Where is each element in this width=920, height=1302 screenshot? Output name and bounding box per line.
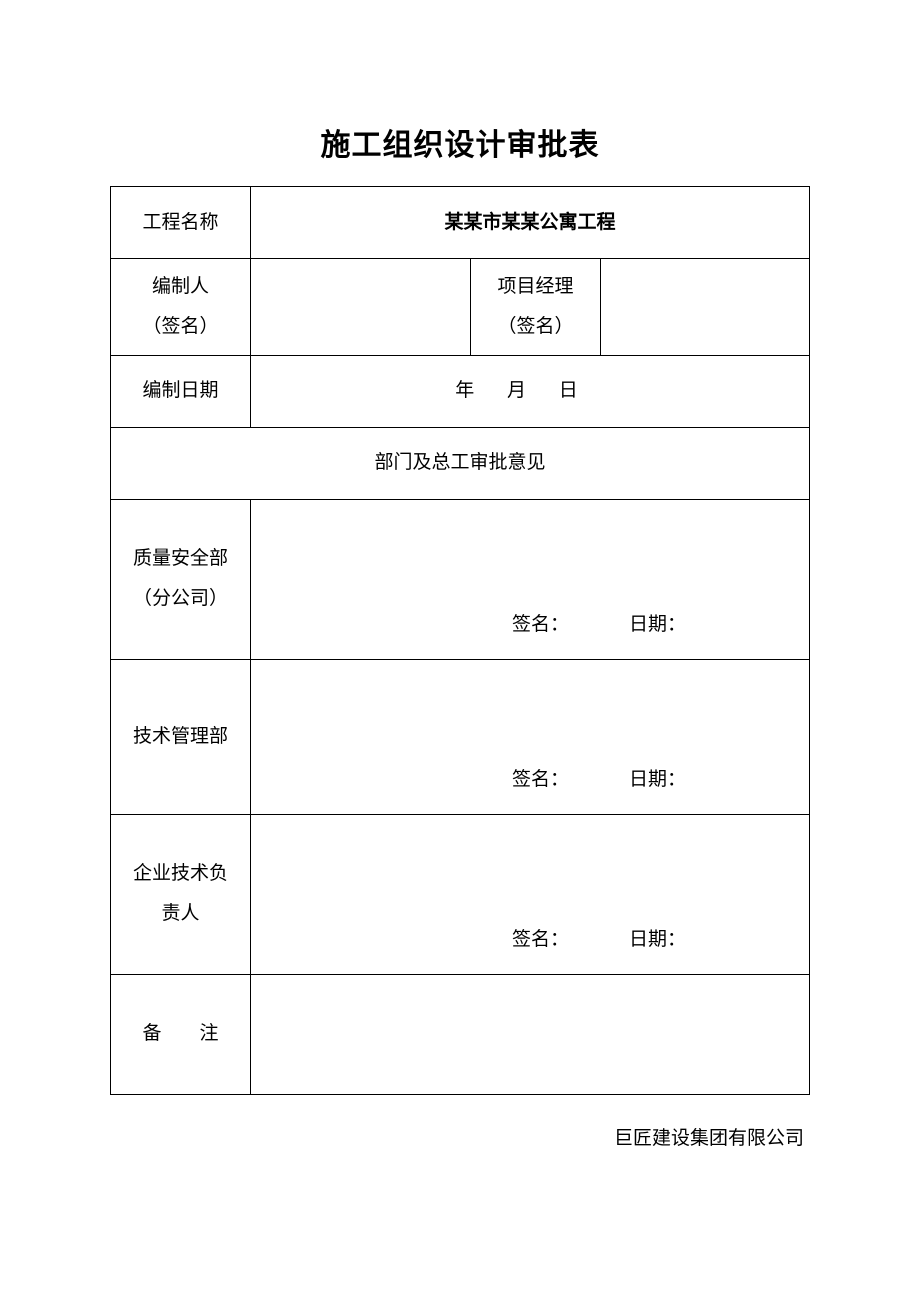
value-pm: [601, 259, 810, 356]
row-tech-dept: 技术管理部 签名： 日期：: [111, 659, 810, 814]
value-compile-date: 年 月 日: [251, 355, 810, 427]
label-tech-dept: 技术管理部: [111, 659, 251, 814]
label-compiler: 编制人 （签名）: [111, 259, 251, 356]
value-ent-tech: 签名： 日期：: [251, 814, 810, 974]
label-section-header: 部门及总工审批意见: [111, 427, 810, 499]
row-qa-dept: 质量安全部 （分公司） 签名： 日期：: [111, 499, 810, 659]
label-remark: 备 注: [111, 974, 251, 1094]
value-tech-dept: 签名： 日期：: [251, 659, 810, 814]
label-qa-dept: 质量安全部 （分公司）: [111, 499, 251, 659]
value-compiler: [251, 259, 471, 356]
value-qa-dept: 签名： 日期：: [251, 499, 810, 659]
row-remark: 备 注: [111, 974, 810, 1094]
ent-sig-label: 签名：: [251, 920, 629, 960]
row-compile-date: 编制日期 年 月 日: [111, 355, 810, 427]
ent-date-label: 日期：: [629, 920, 809, 960]
qa-sig-label: 签名：: [251, 605, 629, 645]
row-section-header: 部门及总工审批意见: [111, 427, 810, 499]
tech-sig-label: 签名：: [251, 760, 629, 800]
label-compile-date: 编制日期: [111, 355, 251, 427]
row-project: 工程名称 某某市某某公寓工程: [111, 187, 810, 259]
tech-date-label: 日期：: [629, 760, 809, 800]
page-title: 施工组织设计审批表: [110, 120, 810, 164]
qa-date-label: 日期：: [629, 605, 809, 645]
label-project-name: 工程名称: [111, 187, 251, 259]
row-ent-tech: 企业技术负 责人 签名： 日期：: [111, 814, 810, 974]
value-remark: [251, 974, 810, 1094]
approval-table: 工程名称 某某市某某公寓工程 编制人 （签名） 项目经理 （签名） 编制日期 年…: [110, 186, 810, 1095]
row-compiler: 编制人 （签名） 项目经理 （签名）: [111, 259, 810, 356]
label-pm: 项目经理 （签名）: [471, 259, 601, 356]
footer-company: 巨匠建设集团有限公司: [110, 1123, 810, 1150]
label-ent-tech: 企业技术负 责人: [111, 814, 251, 974]
value-project-name: 某某市某某公寓工程: [251, 187, 810, 259]
